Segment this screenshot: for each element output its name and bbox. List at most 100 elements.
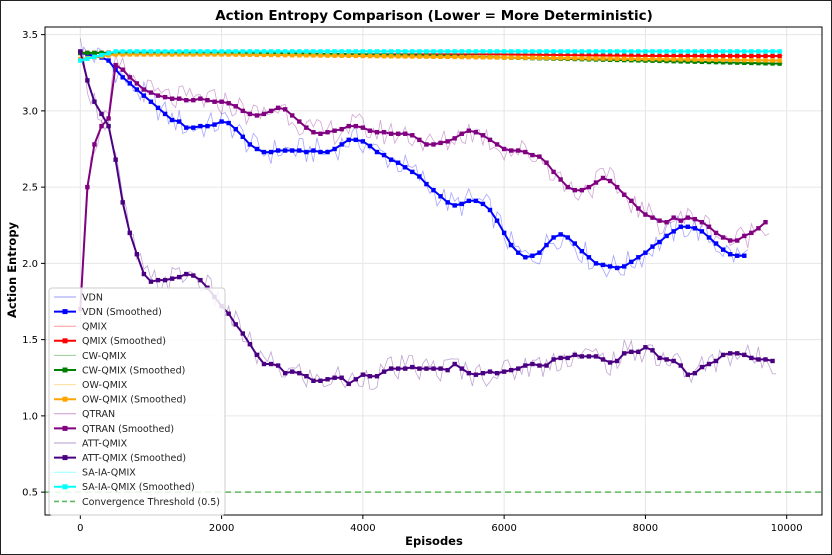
qmix-smoothed-point [622,53,627,58]
sa-ia-qmix-smoothed-point [254,49,260,54]
qtran-smoothed-point [346,123,351,129]
vdn-smoothed-point [233,126,238,132]
qmix-smoothed-point [692,53,698,59]
legend-marker-sa-ia-qmix-smoothed [62,484,68,490]
ow-qmix-smoothed-point [162,52,168,57]
ow-qmix-smoothed-point [247,52,253,57]
cw-qmix-smoothed-point [85,50,90,56]
qtran-smoothed-point [614,184,620,190]
sa-ia-qmix-smoothed-point [120,49,125,54]
legend-label-att-qmix: ATT-QMIX [82,438,128,449]
sa-ia-qmix-smoothed-point [636,49,641,54]
sa-ia-qmix-smoothed-point [346,49,351,54]
qmix-smoothed-point [650,53,655,59]
ow-qmix-smoothed-point [254,52,260,58]
legend-label-qtran-smoothed: QTRAN (Smoothed) [82,424,174,435]
ow-qmix-smoothed-point [282,52,288,58]
cw-qmix-smoothed-point [742,60,747,65]
vdn-smoothed-point [177,119,182,124]
vdn-smoothed-point [530,253,535,258]
ow-qmix-smoothed-point [777,58,782,63]
vdn-smoothed-point [565,235,570,240]
qmix-smoothed-point [544,52,549,58]
vdn-smoothed-point [254,146,260,152]
vdn-smoothed-point [148,99,154,104]
qmix-smoothed-point [600,53,606,58]
cw-qmix-smoothed-point [777,61,782,66]
vdn-smoothed-point [360,139,366,144]
qtran-smoothed-point [226,101,231,106]
att-qmix-smoothed-point [685,372,690,377]
sa-ia-qmix-smoothed-point [742,49,747,54]
att-qmix-smoothed-point [558,355,563,361]
vdn-smoothed-point [678,224,683,229]
y-tick-label: 0.5 [22,488,38,499]
ow-qmix-smoothed-point [699,57,705,62]
sa-ia-qmix-smoothed-point [431,49,436,54]
qmix-smoothed-point [593,53,599,58]
att-qmix-smoothed-point [459,366,464,371]
att-qmix-smoothed-point [353,377,358,382]
qtran-smoothed-point [530,152,535,158]
att-qmix-smoothed-point [509,367,514,373]
ow-qmix-smoothed-point [537,55,542,61]
qtran-smoothed-point [318,131,323,136]
vdn-smoothed-point [275,148,281,153]
ow-qmix-smoothed-point [558,55,563,61]
ow-qmix-smoothed-point [600,56,606,61]
sa-ia-qmix-smoothed-point [438,49,443,54]
ow-qmix-smoothed-point [381,54,387,59]
sa-ia-qmix-smoothed-point [629,49,634,54]
sa-ia-qmix-smoothed-point [127,49,132,54]
qtran-smoothed-point [367,128,373,133]
qtran-smoothed-point [311,130,316,135]
qtran-smoothed-point [169,96,175,101]
ow-qmix-smoothed-point [438,54,443,60]
vdn-smoothed-point [191,125,196,130]
sa-ia-qmix-smoothed-point [763,49,768,54]
qtran-smoothed-point [339,126,344,132]
cw-qmix-smoothed-point [713,59,719,65]
sa-ia-qmix-smoothed-point [311,49,316,54]
qmix-smoothed-point [756,53,761,59]
cw-qmix-smoothed-point [770,61,775,66]
att-qmix-smoothed-point [247,342,253,347]
att-qmix-smoothed-point [742,352,747,358]
legend-label-vdn: VDN [82,292,103,303]
qmix-smoothed-point [607,53,613,58]
chart-title: Action Entropy Comparison (Lower = More … [215,8,653,24]
vdn-smoothed-point [685,224,690,229]
ow-qmix-smoothed-point [360,53,366,59]
ow-qmix-smoothed-point [141,52,147,57]
qtran-smoothed-point [452,136,457,141]
qtran-smoothed-point [607,178,613,184]
qtran-smoothed-point [247,111,253,117]
vdn-smoothed-point [134,87,140,92]
cw-qmix-smoothed-point [749,60,754,66]
qtran-smoothed-point [275,105,281,111]
qtran-smoothed-point [600,175,606,181]
att-qmix-smoothed-point [699,364,705,370]
att-qmix-smoothed-point [410,364,415,370]
att-qmix-smoothed-point [78,49,83,54]
qmix-smoothed-point [678,53,683,59]
vdn-smoothed-point [339,142,344,147]
sa-ia-qmix-smoothed-point [261,49,267,54]
sa-ia-qmix-smoothed-point [487,49,493,54]
sa-ia-qmix-smoothed-point [622,49,627,54]
qmix-smoothed-point [735,53,740,59]
ow-qmix-smoothed-point [240,52,245,57]
sa-ia-qmix-smoothed-point [678,49,683,54]
qmix-smoothed-point [699,53,705,59]
vdn-smoothed-point [509,242,514,248]
att-qmix-smoothed-point [494,370,500,376]
qtran-smoothed-point [509,148,514,153]
qtran-smoothed-point [282,107,288,112]
qmix-smoothed-point [636,53,641,59]
qtran-smoothed-point [410,133,415,138]
ow-qmix-smoothed-point [629,56,634,62]
att-qmix-smoothed-point [763,357,768,362]
att-qmix-smoothed-point [92,99,97,104]
ow-qmix-smoothed-point [706,57,712,62]
